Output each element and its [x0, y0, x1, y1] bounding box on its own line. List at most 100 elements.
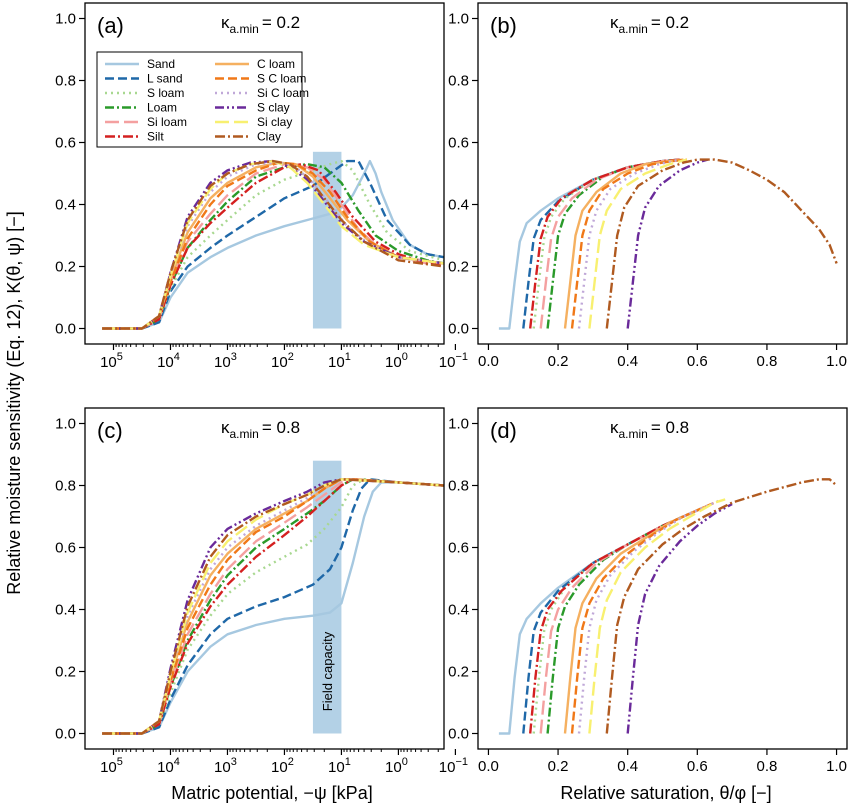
x-tick-label: 10−1: [439, 351, 468, 371]
y-tick-label: 0.6: [448, 135, 469, 152]
series-line-loam: [102, 163, 444, 330]
series-group: [498, 478, 838, 735]
y-tick-label: 0.8: [448, 478, 469, 495]
y-tick-label: 1.0: [448, 11, 469, 28]
x-tick-label: 105: [100, 351, 123, 371]
series-line-silt: [102, 163, 444, 330]
x-tick-label: 0.2: [548, 353, 569, 370]
legend-entry: S clay: [257, 101, 290, 115]
legend-entry: L sand: [147, 72, 183, 86]
plot-frame: [84, 2, 445, 345]
x-tick-label: 0.6: [687, 758, 708, 775]
series-line-s-clay: [626, 503, 733, 734]
y-tick-label: 0.6: [448, 540, 469, 557]
y-tick-label: 0.0: [448, 726, 469, 743]
panel-1: 0.0 0.2 0.4 0.6 0.8 1.0 105 104 103 102 101 100 10−1…: [55, 2, 468, 371]
field-capacity-band: [312, 151, 342, 329]
x-tick-label: 101: [328, 756, 351, 776]
series-line-s-loam: [532, 506, 705, 734]
panel-4: 0.0 0.2 0.4 0.6 0.8 1.0 0.0 0.2 0.4 0.6 0.8 1.0 (d) κ…: [448, 407, 848, 775]
x-tick-label: 0.4: [617, 353, 638, 370]
series-line-loam: [546, 158, 681, 329]
y-tick-label: 0.4: [55, 197, 76, 214]
y-tick-label: 0.2: [448, 664, 469, 681]
x-tick-label: 100: [385, 351, 408, 371]
series-line-l-sand: [102, 478, 444, 735]
y-tick-label: 0.4: [448, 602, 469, 619]
y-tick-label: 0.6: [55, 135, 76, 152]
series-group: [498, 158, 838, 330]
series-line-si-clay: [102, 159, 444, 330]
series-line-clay: [605, 478, 838, 734]
series-line-loam: [102, 478, 444, 735]
legend-entry: Si C loam: [257, 86, 309, 100]
x-axis-title-right: Relative saturation, θ/φ [−]: [560, 783, 771, 803]
series-line-clay: [605, 158, 838, 329]
series-line-si-loam: [539, 158, 681, 329]
x-tick-label: 104: [157, 351, 180, 371]
y-tick-label: 0.4: [55, 602, 76, 619]
series-line-si-c-loam: [577, 499, 719, 734]
y-tick-label: 1.0: [448, 416, 469, 433]
y-axis-title: Relative moisture sensitivity (Eq. 12), …: [4, 211, 24, 594]
legend-entry: S loam: [147, 86, 184, 100]
y-tick-label: 0.4: [448, 197, 469, 214]
y-tick-label: 0.8: [55, 478, 76, 495]
series-line-si-clay: [588, 498, 726, 734]
series-line-c-loam: [102, 161, 444, 330]
legend-entry: Loam: [147, 101, 177, 115]
series-line-s-loam: [532, 158, 681, 329]
plot-frame: [477, 2, 848, 345]
panels-layer: 0.0 0.2 0.4 0.6 0.8 1.0 105 104 103 102 101 100 10−1…: [55, 2, 848, 776]
legend-entry: C loam: [257, 57, 295, 71]
x-tick-label: 0.0: [478, 758, 499, 775]
x-tick-label: 102: [271, 351, 294, 371]
series-line-clay: [102, 159, 444, 330]
series-line-s-c-loam: [102, 478, 444, 735]
series-line-si-clay: [102, 478, 444, 735]
legend-entry: S C loam: [257, 72, 306, 86]
series-line-si-loam: [539, 506, 705, 734]
x-tick-label: 0.6: [687, 353, 708, 370]
x-tick-label: 1.0: [826, 353, 847, 370]
series-line-si-loam: [102, 478, 444, 735]
y-tick-label: 0.0: [448, 321, 469, 338]
legend-entry: Sand: [147, 57, 175, 71]
y-tick-label: 0.8: [55, 73, 76, 90]
field-capacity-band: [312, 460, 342, 734]
panel-3: Field capacity 0.0 0.2 0.4 0.6 0.8 1.0 105 104 10…: [55, 407, 468, 776]
y-tick-label: 0.0: [55, 321, 76, 338]
legend-entry: Clay: [257, 130, 281, 144]
x-tick-label: 100: [385, 756, 408, 776]
series-line-sand: [102, 159, 444, 330]
kappa-annotation: κa.min = 0.2: [221, 13, 300, 36]
series-line-s-clay: [102, 478, 444, 735]
x-tick-label: 10−1: [439, 756, 468, 776]
plot-frame: [477, 407, 848, 750]
panel-label: (b): [490, 13, 517, 38]
x-tick-label: 103: [214, 756, 237, 776]
kappa-annotation: κa.min = 0.8: [610, 418, 689, 441]
x-tick-label: 0.2: [548, 758, 569, 775]
x-tick-label: 101: [328, 351, 351, 371]
series-group: [102, 478, 444, 735]
series-line-clay: [102, 478, 444, 735]
legend-entry: Silt: [147, 130, 164, 144]
series-line-silt: [529, 158, 681, 329]
series-line-l-sand: [522, 158, 681, 329]
kappa-annotation: κa.min = 0.2: [610, 13, 689, 36]
series-line-sand: [498, 506, 705, 735]
series-line-s-clay: [102, 159, 444, 330]
plot-frame: [84, 407, 445, 750]
x-tick-label: 1.0: [826, 758, 847, 775]
series-line-si-clay: [588, 158, 688, 329]
series-line-c-loam: [102, 478, 444, 735]
series-line-s-loam: [102, 159, 444, 330]
legend-entry: Si clay: [257, 115, 292, 129]
y-tick-label: 1.0: [55, 416, 76, 433]
x-tick-label: 0.0: [478, 353, 499, 370]
y-tick-label: 0.2: [448, 259, 469, 276]
series-line-silt: [102, 478, 444, 735]
kappa-annotation: κa.min = 0.8: [221, 418, 300, 441]
